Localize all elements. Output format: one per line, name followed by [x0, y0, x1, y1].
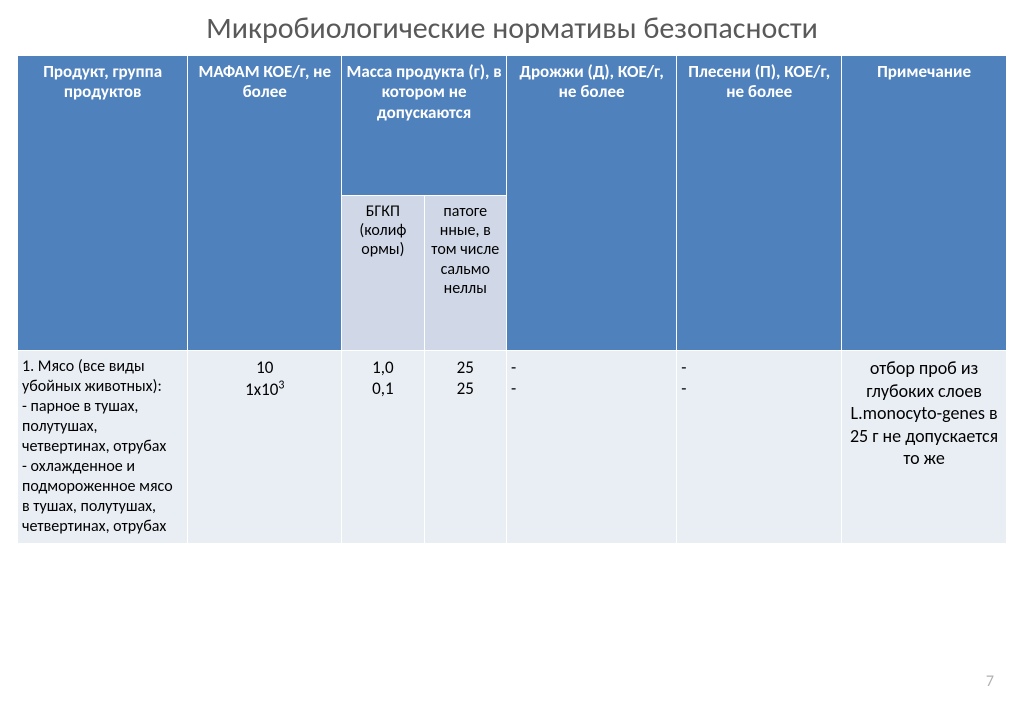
cell-mold: --	[677, 351, 842, 544]
cell-yeast: --	[506, 351, 676, 544]
col-mold: Плесени (П), КОЕ/г, не более	[677, 56, 842, 351]
col-mass: Масса продукта (г), в котором не допуска…	[342, 56, 507, 196]
slide-title: Микробиологические нормативы безопасност…	[0, 0, 1024, 55]
col-pathogen: патоге нные, в том числе сальмо неллы	[424, 196, 506, 351]
standards-table: Продукт, группа продуктов МАФАМ КОЕ/г, н…	[17, 55, 1007, 544]
cell-bgkp: 1,00,1	[342, 351, 424, 544]
col-bgkp: БГКП (колиф ормы)	[342, 196, 424, 351]
cell-product: 1. Мясо (все виды убойных животных):- па…	[18, 351, 188, 544]
col-product: Продукт, группа продуктов	[18, 56, 188, 351]
cell-pathogen: 2525	[424, 351, 506, 544]
table-row: 1. Мясо (все виды убойных животных):- па…	[18, 351, 1007, 544]
header-row-1: Продукт, группа продуктов МАФАМ КОЕ/г, н…	[18, 56, 1007, 196]
mafam-line1: 10	[256, 357, 273, 378]
page-number: 7	[986, 672, 994, 691]
col-mafam: МАФАМ КОЕ/г, не более	[188, 56, 342, 351]
cell-note: отбор проб из глубоких слоевL.monocyto-g…	[842, 351, 1007, 544]
col-note: Примечание	[842, 56, 1007, 351]
mafam-line2: 1x103	[245, 379, 284, 400]
slide: Микробиологические нормативы безопасност…	[0, 0, 1024, 709]
cell-mafam: 10 1x103	[188, 351, 342, 544]
col-yeast: Дрожжи (Д), КОЕ/г, не более	[506, 56, 676, 351]
